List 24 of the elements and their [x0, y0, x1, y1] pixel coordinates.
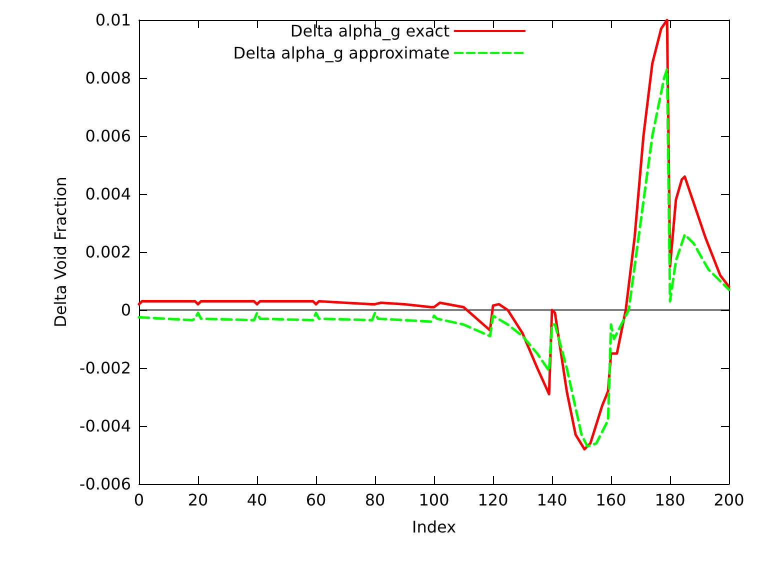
- legend-label: Delta alpha_g approximate: [233, 44, 450, 62]
- x-tick-label: 100: [418, 490, 450, 510]
- x-axis-title: Index: [412, 518, 456, 536]
- x-tick-label: 20: [188, 490, 208, 510]
- y-tick-label: 0: [120, 300, 131, 320]
- y-tick-label: -0.004: [79, 416, 131, 436]
- y-tick-label: 0.01: [95, 10, 131, 30]
- x-tick-label: 140: [536, 490, 568, 510]
- x-tick-label: 120: [478, 490, 508, 510]
- x-tick-label: 60: [306, 490, 326, 510]
- legend-label: Delta alpha_g exact: [290, 22, 450, 40]
- y-tick-label: -0.002: [79, 358, 131, 378]
- x-tick-label: 0: [134, 490, 144, 510]
- y-tick-label: 0.008: [85, 68, 131, 88]
- x-tick-label: 180: [654, 490, 686, 510]
- y-tick-label: 0.004: [85, 184, 131, 204]
- y-axis-title: Delta Void Fraction: [51, 176, 70, 328]
- x-tick-label: 80: [364, 490, 386, 510]
- y-tick-label: -0.006: [79, 474, 131, 494]
- x-tick-label: 160: [596, 490, 626, 510]
- y-tick-label: 0.002: [85, 242, 131, 262]
- x-tick-label: 200: [714, 490, 744, 510]
- x-tick-label: 40: [246, 490, 268, 510]
- y-tick-label: 0.006: [85, 126, 131, 146]
